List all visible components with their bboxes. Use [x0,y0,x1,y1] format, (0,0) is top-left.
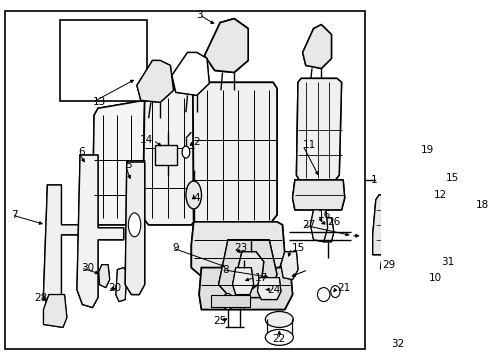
Bar [155,145,176,165]
Polygon shape [193,82,276,228]
Ellipse shape [185,181,201,209]
Text: 22: 22 [272,334,285,345]
Text: 7: 7 [12,210,18,220]
Text: 12: 12 [432,190,446,200]
Text: 27: 27 [302,220,315,230]
Bar [210,294,249,306]
Polygon shape [125,162,144,294]
Text: 14: 14 [140,135,153,145]
Polygon shape [403,341,427,359]
Text: 29: 29 [381,260,394,270]
Polygon shape [218,240,276,298]
Polygon shape [77,155,123,307]
Polygon shape [43,294,67,328]
Polygon shape [172,53,209,95]
Ellipse shape [182,146,189,158]
Polygon shape [280,252,297,280]
Polygon shape [310,210,327,242]
Text: 15: 15 [291,243,305,253]
Polygon shape [43,185,90,310]
Polygon shape [238,252,263,289]
Polygon shape [372,195,459,255]
Polygon shape [99,265,109,288]
Text: 8: 8 [222,265,229,275]
Text: 28: 28 [35,293,48,302]
Text: 11: 11 [302,140,315,150]
Text: 18: 18 [474,200,488,210]
Text: 31: 31 [440,257,453,267]
Polygon shape [321,218,333,242]
Polygon shape [292,180,344,210]
Text: 24: 24 [266,284,280,294]
Polygon shape [302,24,331,68]
Polygon shape [232,268,253,294]
Polygon shape [92,100,144,225]
Text: 17: 17 [254,273,267,283]
Ellipse shape [234,292,245,307]
Text: 26: 26 [327,217,340,227]
Polygon shape [457,198,476,225]
Text: 32: 32 [390,339,404,349]
Polygon shape [257,278,280,300]
Bar [60,21,147,101]
Polygon shape [199,268,292,310]
Polygon shape [422,152,440,178]
Text: 21: 21 [336,283,349,293]
Text: 15: 15 [445,173,458,183]
Text: 9: 9 [172,243,178,253]
Polygon shape [204,19,248,72]
Polygon shape [191,222,284,278]
Ellipse shape [265,311,293,328]
Text: 16: 16 [318,210,331,220]
Polygon shape [137,60,173,102]
Text: 19: 19 [420,145,433,155]
Polygon shape [423,258,437,275]
Polygon shape [296,78,341,182]
Text: 2: 2 [193,137,200,147]
Polygon shape [143,85,193,225]
Polygon shape [381,298,449,341]
Polygon shape [412,280,429,298]
Ellipse shape [317,288,329,302]
Text: 3: 3 [196,10,202,20]
Text: 20: 20 [108,283,121,293]
Ellipse shape [265,329,293,345]
Polygon shape [116,268,126,302]
Ellipse shape [222,293,233,310]
Text: 30: 30 [81,263,94,273]
Text: 4: 4 [193,193,200,203]
Ellipse shape [128,213,141,237]
Polygon shape [434,175,451,200]
Text: 6: 6 [79,147,85,157]
Polygon shape [383,339,401,356]
Text: 5: 5 [125,160,132,170]
Ellipse shape [330,285,339,298]
Text: 13: 13 [92,97,105,107]
Text: 1: 1 [370,175,376,185]
Polygon shape [380,258,424,275]
Text: 10: 10 [428,273,441,283]
Polygon shape [437,305,449,328]
Text: 25: 25 [213,316,226,327]
Text: 23: 23 [234,243,247,253]
